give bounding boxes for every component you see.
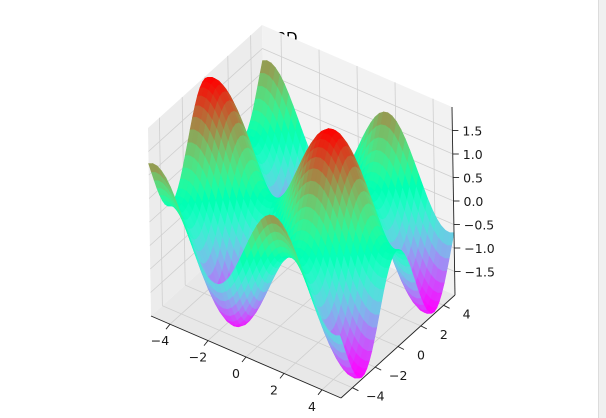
gridline-floor-y [162, 305, 353, 389]
surface-plot [148, 60, 455, 379]
gridline-back-z [262, 95, 454, 178]
y-tick-mark [420, 325, 428, 330]
y-tick-label: 0 [417, 348, 425, 363]
z-tick-label: −1.5 [465, 265, 495, 280]
y-tick-mark [397, 346, 405, 350]
gridline-back-z [262, 48, 453, 131]
x-tick-mark [279, 373, 285, 379]
z-tick-label: 0.5 [463, 171, 483, 186]
x-tick-mark [203, 340, 209, 346]
x-tick-label: 0 [232, 366, 240, 381]
y-tick-label: −4 [366, 389, 384, 404]
y-tick-mark [374, 366, 382, 371]
x-tick-mark [165, 323, 171, 330]
gridline-back-z [262, 71, 453, 155]
z-tick-label: −0.5 [464, 218, 494, 233]
surface-facet [335, 335, 344, 345]
x-tick-label: 4 [308, 399, 316, 414]
z-tick-label: 1.5 [462, 124, 482, 139]
z-tick-label: −1.0 [464, 241, 494, 256]
y-tick-label: 2 [440, 327, 448, 342]
z-tick-label: 0.0 [464, 194, 484, 209]
window-scrollbar[interactable] [598, 0, 606, 418]
x-tick-mark [317, 389, 323, 396]
x-tick-label: −2 [189, 350, 207, 365]
x-tick-label: 2 [270, 382, 278, 397]
y-tick-mark [443, 304, 450, 309]
y-tick-label: −2 [389, 368, 407, 383]
z-tick-label: 1.0 [463, 147, 483, 162]
y-tick-mark [352, 387, 359, 392]
x-tick-mark [241, 356, 247, 363]
x-tick-label: −4 [151, 333, 169, 348]
y-tick-label: 4 [463, 306, 471, 321]
